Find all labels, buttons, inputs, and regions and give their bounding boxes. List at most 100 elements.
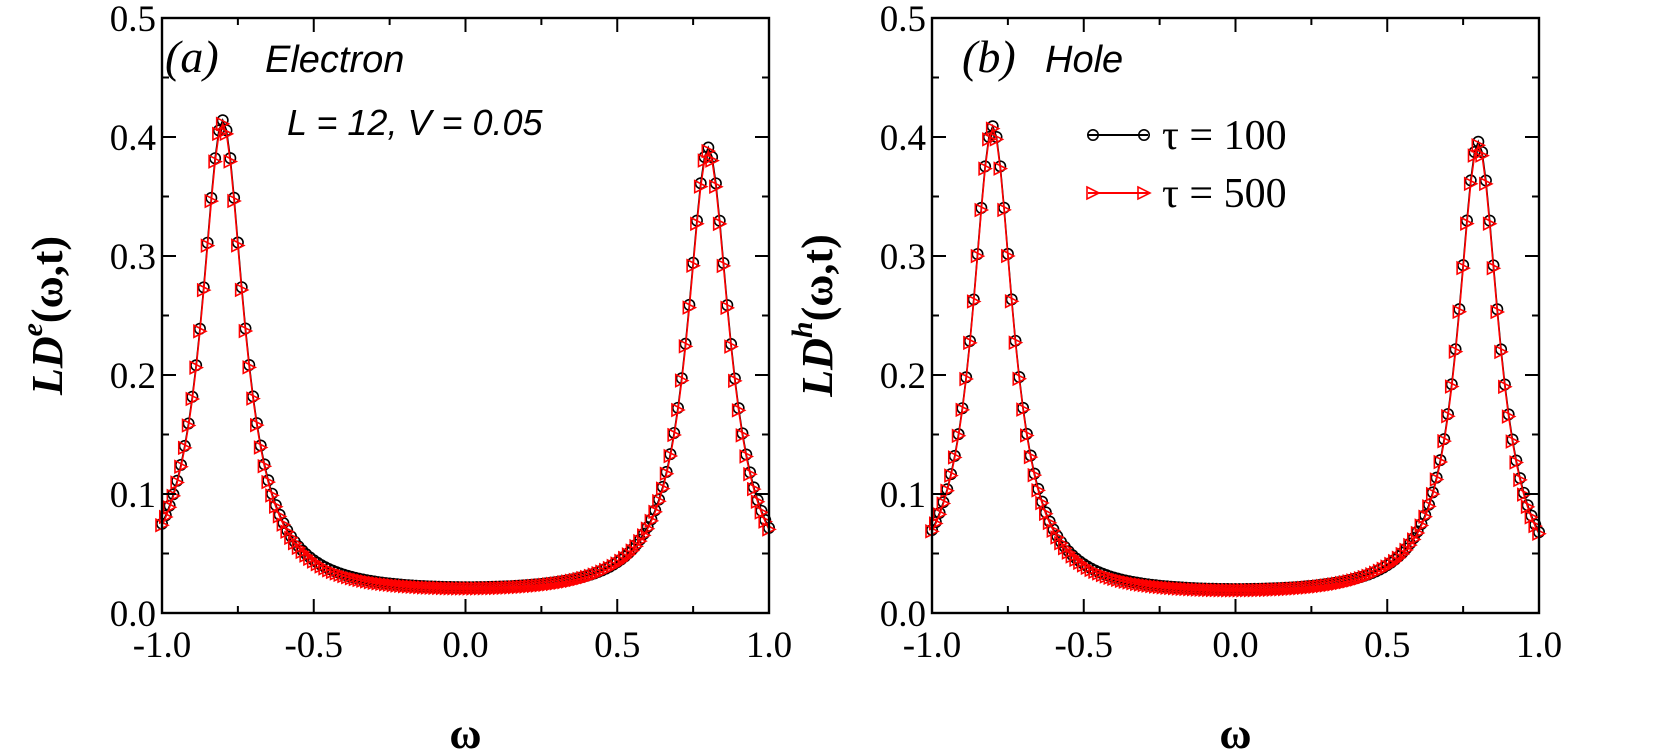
data-point	[238, 323, 254, 339]
data-point	[409, 579, 424, 595]
data-point	[193, 323, 208, 339]
data-point	[511, 579, 527, 595]
data-point	[1285, 581, 1301, 597]
data-point	[1031, 483, 1047, 498]
data-point	[997, 202, 1012, 218]
x-tick-label: 0.5	[594, 625, 640, 666]
data-point	[618, 550, 633, 566]
x-tick-label: -0.5	[1054, 625, 1113, 666]
x-axis-title: ω	[449, 709, 481, 756]
data-point	[1437, 433, 1452, 449]
data-point	[174, 459, 189, 474]
series-line	[161, 117, 770, 589]
y-tick-label: 0.4	[110, 118, 156, 159]
data-point	[280, 524, 295, 540]
data-point	[743, 466, 758, 482]
data-point	[1137, 577, 1153, 593]
data-point	[621, 547, 637, 562]
data-point	[162, 499, 178, 515]
data-point	[1057, 540, 1073, 556]
data-point	[754, 505, 770, 520]
data-point	[204, 193, 220, 209]
y-tick-label: 0.5	[110, 0, 156, 40]
data-point	[659, 466, 675, 482]
series-tau-500	[155, 116, 777, 596]
data-point	[200, 238, 216, 253]
data-point	[1418, 509, 1433, 525]
data-point	[970, 248, 986, 264]
data-point	[966, 294, 982, 309]
data-point	[1008, 335, 1024, 350]
legend-marker	[1087, 129, 1100, 142]
data-point	[1467, 148, 1483, 163]
data-point	[686, 258, 701, 274]
data-point	[530, 578, 546, 593]
data-point	[963, 335, 978, 351]
data-point	[500, 580, 516, 595]
data-point	[674, 373, 690, 388]
data-point	[652, 493, 667, 509]
data-point	[1217, 582, 1232, 598]
data-point	[1331, 576, 1346, 591]
data-point	[1494, 344, 1509, 360]
data-point	[1444, 379, 1460, 394]
data-point	[1232, 583, 1248, 598]
legend-label: τ = 100	[1162, 113, 1287, 159]
data-point	[344, 570, 360, 586]
data-point	[432, 580, 447, 596]
data-point	[363, 574, 379, 590]
data-point	[564, 573, 580, 589]
data-point	[974, 202, 990, 218]
data-point	[519, 579, 534, 594]
data-point	[1281, 581, 1297, 597]
y-axis-title-main: LD	[793, 338, 842, 398]
y-axis-title-sup: e	[16, 323, 49, 336]
data-point	[1247, 582, 1263, 598]
data-point	[420, 580, 436, 595]
data-point	[693, 179, 709, 194]
data-point	[1255, 582, 1270, 598]
data-point	[1035, 495, 1050, 511]
data-point	[1517, 487, 1532, 502]
data-point	[959, 371, 974, 387]
data-point	[542, 577, 557, 592]
data-point	[690, 216, 705, 232]
y-axis-title-args: (ω,t)	[793, 234, 842, 321]
data-point	[166, 488, 182, 504]
x-tick-label: 0.0	[442, 625, 488, 666]
data-point	[295, 544, 311, 560]
panel-hole: -1.0 -0.5 0.0 0.5 1.00.00.10.20.30.40.5ωLDh(…	[786, 0, 1562, 756]
data-point	[492, 580, 508, 596]
series-tau-100	[156, 114, 775, 594]
data-point	[1289, 581, 1304, 596]
data-point	[1168, 580, 1183, 596]
data-point	[1251, 582, 1267, 598]
data-point	[462, 581, 478, 596]
data-point	[697, 153, 713, 168]
data-point	[424, 580, 440, 596]
data-point	[1202, 582, 1217, 598]
x-tick-label: -1.0	[903, 625, 962, 666]
data-point	[371, 576, 387, 591]
y-tick-label: 0.3	[880, 237, 926, 278]
data-point	[1141, 578, 1157, 593]
data-point	[1388, 553, 1403, 569]
data-point	[989, 132, 1005, 147]
data-point	[413, 579, 428, 595]
data-point	[1391, 550, 1407, 566]
panel-tag: (b)	[962, 31, 1016, 82]
data-point	[405, 579, 421, 595]
data-point	[481, 580, 497, 596]
data-point	[1183, 581, 1198, 597]
data-point	[1240, 582, 1255, 598]
data-point	[1133, 577, 1149, 592]
data-point	[261, 474, 277, 490]
data-point	[1475, 148, 1490, 163]
data-point	[401, 579, 417, 594]
data-point	[572, 571, 588, 587]
data-point	[985, 121, 1001, 136]
data-point	[1198, 582, 1213, 598]
data-point	[739, 449, 755, 464]
data-point	[447, 581, 462, 596]
y-tick-label: 0.0	[880, 594, 926, 635]
